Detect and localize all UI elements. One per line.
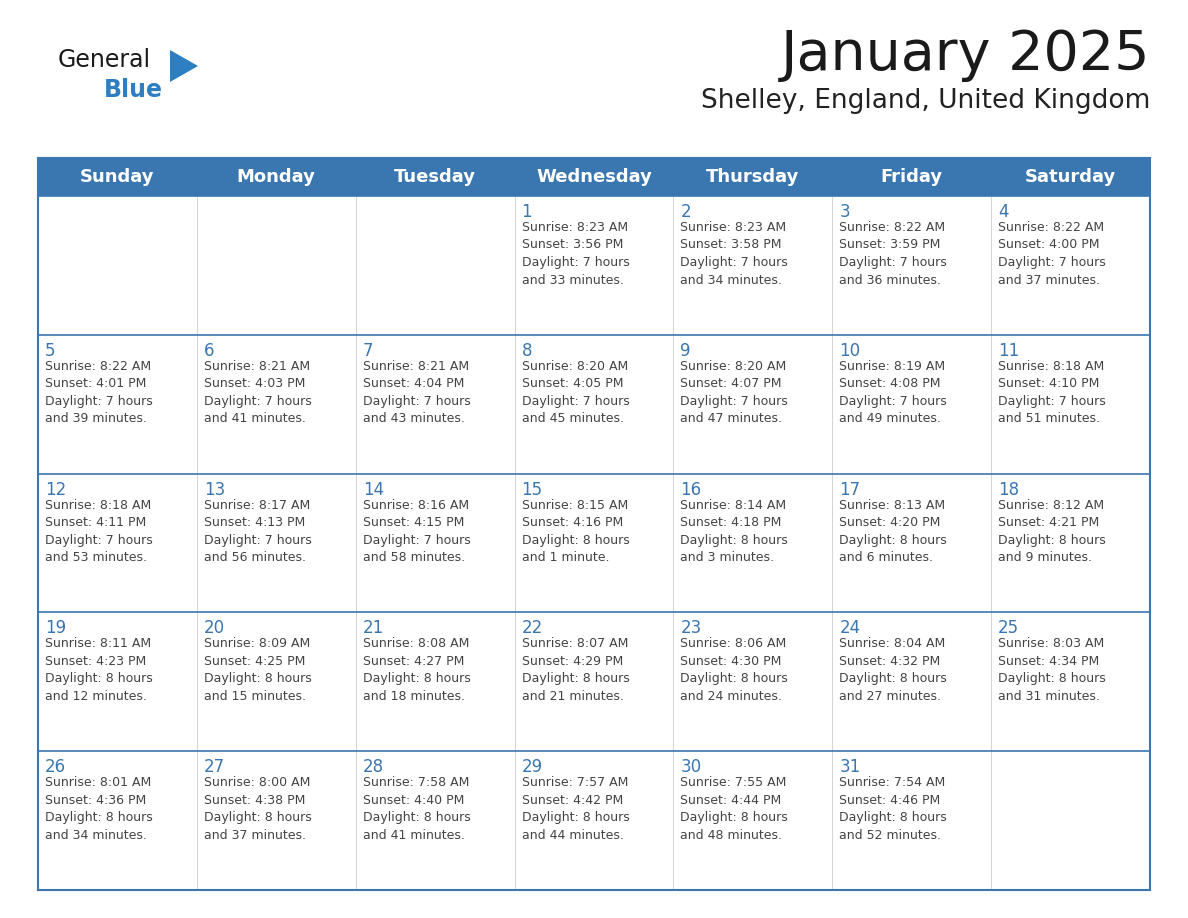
Text: 18: 18 <box>998 481 1019 498</box>
Text: Sunrise: 8:13 AM
Sunset: 4:20 PM
Daylight: 8 hours
and 6 minutes.: Sunrise: 8:13 AM Sunset: 4:20 PM Dayligh… <box>839 498 947 564</box>
Text: 5: 5 <box>45 341 56 360</box>
Text: 17: 17 <box>839 481 860 498</box>
Bar <box>38 612 1150 751</box>
Bar <box>38 474 1150 612</box>
Text: 31: 31 <box>839 758 860 777</box>
Text: Thursday: Thursday <box>706 168 800 186</box>
Text: 13: 13 <box>204 481 225 498</box>
Text: 21: 21 <box>362 620 384 637</box>
Text: 30: 30 <box>681 758 702 777</box>
Text: Sunrise: 8:12 AM
Sunset: 4:21 PM
Daylight: 8 hours
and 9 minutes.: Sunrise: 8:12 AM Sunset: 4:21 PM Dayligh… <box>998 498 1106 564</box>
Text: 22: 22 <box>522 620 543 637</box>
Text: 12: 12 <box>45 481 67 498</box>
Text: 15: 15 <box>522 481 543 498</box>
Text: Sunrise: 8:21 AM
Sunset: 4:04 PM
Daylight: 7 hours
and 43 minutes.: Sunrise: 8:21 AM Sunset: 4:04 PM Dayligh… <box>362 360 470 425</box>
Text: Sunrise: 8:14 AM
Sunset: 4:18 PM
Daylight: 8 hours
and 3 minutes.: Sunrise: 8:14 AM Sunset: 4:18 PM Dayligh… <box>681 498 788 564</box>
Text: 6: 6 <box>204 341 214 360</box>
Text: Sunrise: 7:55 AM
Sunset: 4:44 PM
Daylight: 8 hours
and 48 minutes.: Sunrise: 7:55 AM Sunset: 4:44 PM Dayligh… <box>681 777 788 842</box>
Text: 9: 9 <box>681 341 691 360</box>
Text: January 2025: January 2025 <box>781 28 1150 82</box>
Text: 7: 7 <box>362 341 373 360</box>
Text: Friday: Friday <box>880 168 943 186</box>
Text: 14: 14 <box>362 481 384 498</box>
Text: 25: 25 <box>998 620 1019 637</box>
Text: Sunrise: 8:19 AM
Sunset: 4:08 PM
Daylight: 7 hours
and 49 minutes.: Sunrise: 8:19 AM Sunset: 4:08 PM Dayligh… <box>839 360 947 425</box>
Text: Sunday: Sunday <box>80 168 154 186</box>
Text: 26: 26 <box>45 758 67 777</box>
Text: Saturday: Saturday <box>1025 168 1117 186</box>
Text: Shelley, England, United Kingdom: Shelley, England, United Kingdom <box>701 88 1150 114</box>
Bar <box>38 196 1150 335</box>
Text: 11: 11 <box>998 341 1019 360</box>
Text: Wednesday: Wednesday <box>536 168 652 186</box>
Text: Sunrise: 8:11 AM
Sunset: 4:23 PM
Daylight: 8 hours
and 12 minutes.: Sunrise: 8:11 AM Sunset: 4:23 PM Dayligh… <box>45 637 153 703</box>
Text: General: General <box>58 48 151 72</box>
Text: Sunrise: 8:09 AM
Sunset: 4:25 PM
Daylight: 8 hours
and 15 minutes.: Sunrise: 8:09 AM Sunset: 4:25 PM Dayligh… <box>204 637 311 703</box>
Text: 19: 19 <box>45 620 67 637</box>
Text: Sunrise: 7:54 AM
Sunset: 4:46 PM
Daylight: 8 hours
and 52 minutes.: Sunrise: 7:54 AM Sunset: 4:46 PM Dayligh… <box>839 777 947 842</box>
Text: 10: 10 <box>839 341 860 360</box>
Bar <box>38 751 1150 890</box>
Text: Sunrise: 8:18 AM
Sunset: 4:10 PM
Daylight: 7 hours
and 51 minutes.: Sunrise: 8:18 AM Sunset: 4:10 PM Dayligh… <box>998 360 1106 425</box>
Text: Sunrise: 8:06 AM
Sunset: 4:30 PM
Daylight: 8 hours
and 24 minutes.: Sunrise: 8:06 AM Sunset: 4:30 PM Dayligh… <box>681 637 788 703</box>
Text: Sunrise: 8:22 AM
Sunset: 4:00 PM
Daylight: 7 hours
and 37 minutes.: Sunrise: 8:22 AM Sunset: 4:00 PM Dayligh… <box>998 221 1106 286</box>
Bar <box>38 158 1150 890</box>
Text: 24: 24 <box>839 620 860 637</box>
Text: Sunrise: 8:15 AM
Sunset: 4:16 PM
Daylight: 8 hours
and 1 minute.: Sunrise: 8:15 AM Sunset: 4:16 PM Dayligh… <box>522 498 630 564</box>
Text: Sunrise: 8:21 AM
Sunset: 4:03 PM
Daylight: 7 hours
and 41 minutes.: Sunrise: 8:21 AM Sunset: 4:03 PM Dayligh… <box>204 360 311 425</box>
Text: Sunrise: 8:18 AM
Sunset: 4:11 PM
Daylight: 7 hours
and 53 minutes.: Sunrise: 8:18 AM Sunset: 4:11 PM Dayligh… <box>45 498 153 564</box>
Text: 4: 4 <box>998 203 1009 221</box>
Text: Sunrise: 7:58 AM
Sunset: 4:40 PM
Daylight: 8 hours
and 41 minutes.: Sunrise: 7:58 AM Sunset: 4:40 PM Dayligh… <box>362 777 470 842</box>
Text: 27: 27 <box>204 758 225 777</box>
Text: Sunrise: 8:22 AM
Sunset: 3:59 PM
Daylight: 7 hours
and 36 minutes.: Sunrise: 8:22 AM Sunset: 3:59 PM Dayligh… <box>839 221 947 286</box>
Text: 16: 16 <box>681 481 702 498</box>
Text: 8: 8 <box>522 341 532 360</box>
Polygon shape <box>170 50 198 82</box>
Text: Sunrise: 8:03 AM
Sunset: 4:34 PM
Daylight: 8 hours
and 31 minutes.: Sunrise: 8:03 AM Sunset: 4:34 PM Dayligh… <box>998 637 1106 703</box>
Text: Sunrise: 8:20 AM
Sunset: 4:07 PM
Daylight: 7 hours
and 47 minutes.: Sunrise: 8:20 AM Sunset: 4:07 PM Dayligh… <box>681 360 788 425</box>
Text: 20: 20 <box>204 620 225 637</box>
Text: Sunrise: 8:22 AM
Sunset: 4:01 PM
Daylight: 7 hours
and 39 minutes.: Sunrise: 8:22 AM Sunset: 4:01 PM Dayligh… <box>45 360 153 425</box>
Text: 2: 2 <box>681 203 691 221</box>
Text: 1: 1 <box>522 203 532 221</box>
Text: Sunrise: 8:07 AM
Sunset: 4:29 PM
Daylight: 8 hours
and 21 minutes.: Sunrise: 8:07 AM Sunset: 4:29 PM Dayligh… <box>522 637 630 703</box>
Text: 28: 28 <box>362 758 384 777</box>
Text: 29: 29 <box>522 758 543 777</box>
Text: Sunrise: 8:20 AM
Sunset: 4:05 PM
Daylight: 7 hours
and 45 minutes.: Sunrise: 8:20 AM Sunset: 4:05 PM Dayligh… <box>522 360 630 425</box>
Bar <box>38 158 1150 196</box>
Text: Sunrise: 8:16 AM
Sunset: 4:15 PM
Daylight: 7 hours
and 58 minutes.: Sunrise: 8:16 AM Sunset: 4:15 PM Dayligh… <box>362 498 470 564</box>
Text: Monday: Monday <box>236 168 316 186</box>
Text: Blue: Blue <box>105 78 163 102</box>
Text: Sunrise: 8:23 AM
Sunset: 3:58 PM
Daylight: 7 hours
and 34 minutes.: Sunrise: 8:23 AM Sunset: 3:58 PM Dayligh… <box>681 221 788 286</box>
Text: Tuesday: Tuesday <box>394 168 476 186</box>
Text: 23: 23 <box>681 620 702 637</box>
Text: Sunrise: 8:01 AM
Sunset: 4:36 PM
Daylight: 8 hours
and 34 minutes.: Sunrise: 8:01 AM Sunset: 4:36 PM Dayligh… <box>45 777 153 842</box>
Text: Sunrise: 8:00 AM
Sunset: 4:38 PM
Daylight: 8 hours
and 37 minutes.: Sunrise: 8:00 AM Sunset: 4:38 PM Dayligh… <box>204 777 311 842</box>
Text: Sunrise: 8:08 AM
Sunset: 4:27 PM
Daylight: 8 hours
and 18 minutes.: Sunrise: 8:08 AM Sunset: 4:27 PM Dayligh… <box>362 637 470 703</box>
Bar <box>38 335 1150 474</box>
Text: Sunrise: 8:17 AM
Sunset: 4:13 PM
Daylight: 7 hours
and 56 minutes.: Sunrise: 8:17 AM Sunset: 4:13 PM Dayligh… <box>204 498 311 564</box>
Text: Sunrise: 8:23 AM
Sunset: 3:56 PM
Daylight: 7 hours
and 33 minutes.: Sunrise: 8:23 AM Sunset: 3:56 PM Dayligh… <box>522 221 630 286</box>
Text: 3: 3 <box>839 203 849 221</box>
Text: Sunrise: 7:57 AM
Sunset: 4:42 PM
Daylight: 8 hours
and 44 minutes.: Sunrise: 7:57 AM Sunset: 4:42 PM Dayligh… <box>522 777 630 842</box>
Text: Sunrise: 8:04 AM
Sunset: 4:32 PM
Daylight: 8 hours
and 27 minutes.: Sunrise: 8:04 AM Sunset: 4:32 PM Dayligh… <box>839 637 947 703</box>
